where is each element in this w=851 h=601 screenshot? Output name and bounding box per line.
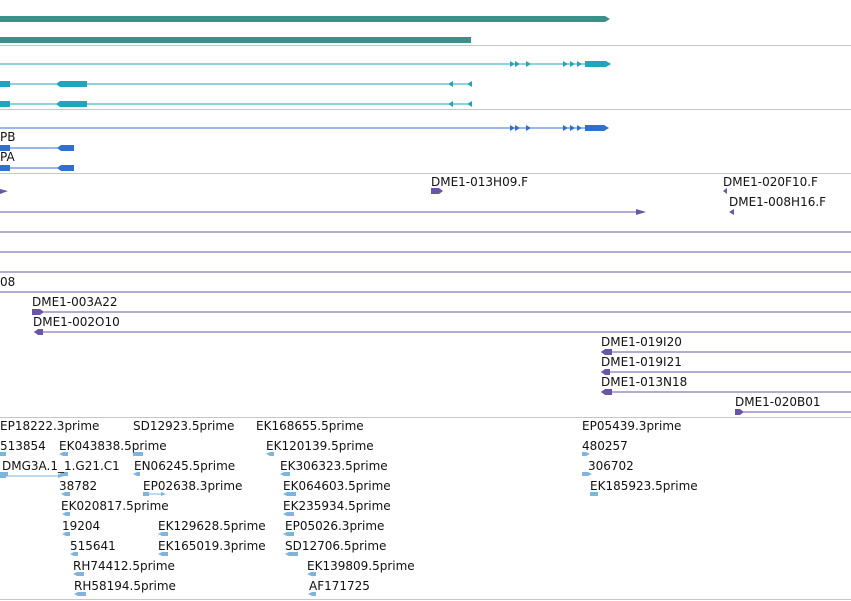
transcript-track-cyan: [0, 61, 611, 107]
transcript-feature[interactable]: [0, 61, 611, 67]
est-label: EP05026.3prime: [285, 519, 385, 533]
clone-label: DME1-002O10: [33, 315, 120, 329]
est-label: 306702: [588, 459, 634, 473]
est-feature[interactable]: [308, 592, 316, 596]
clone-feature[interactable]: [729, 209, 734, 215]
est-feature[interactable]: [307, 572, 316, 576]
est-label: EK020817.5prime: [61, 499, 169, 513]
est-feature[interactable]: [283, 492, 296, 496]
transcript-track-blue: [0, 125, 609, 171]
transcript-feature[interactable]: [0, 101, 472, 107]
est-label: EK168655.5prime: [256, 419, 364, 433]
est-label: EK235934.5prime: [283, 499, 391, 513]
est-label: EP02638.3prime: [143, 479, 243, 493]
est-label: 19204: [62, 519, 101, 533]
clone-feature[interactable]: [723, 188, 727, 194]
est-label: 38782: [59, 479, 98, 493]
est-label: EK185923.5prime: [590, 479, 698, 493]
est-label: SD12923.5prime: [133, 419, 235, 433]
est-feature[interactable]: [285, 552, 298, 556]
est-label: EN06245.5prime: [134, 459, 236, 473]
clone-label: DME1-020B01: [735, 395, 821, 409]
gene-model-bar[interactable]: [0, 16, 610, 22]
clone-feature[interactable]: [32, 309, 851, 315]
est-feature[interactable]: [133, 472, 140, 476]
est-label: EK165019.3prime: [158, 539, 266, 553]
est-feature[interactable]: [582, 472, 592, 476]
est-label: RH74412.5prime: [73, 559, 175, 573]
est-feature[interactable]: [59, 452, 68, 456]
transcript-feature[interactable]: [0, 125, 609, 131]
est-feature[interactable]: [143, 492, 166, 496]
est-feature[interactable]: [0, 452, 6, 456]
clone-feature[interactable]: [0, 209, 646, 215]
est-feature[interactable]: [61, 492, 70, 496]
est-track: [0, 452, 598, 596]
est-label: EP05439.3prime: [582, 419, 682, 433]
transcript-label-pa: PA: [0, 150, 15, 164]
est-label: EP18222.3prime: [0, 419, 100, 433]
clone-feature[interactable]: [34, 329, 851, 335]
clone-label: DME1-013H09.F: [431, 175, 529, 189]
est-label: RH58194.5prime: [74, 579, 176, 593]
gene-model-bar[interactable]: [0, 37, 471, 43]
clone-feature[interactable]: [601, 349, 851, 355]
est-feature[interactable]: [59, 472, 68, 476]
est-label: EK139809.5prime: [307, 559, 415, 573]
est-label: 480257: [582, 439, 628, 453]
est-label: EK064603.5prime: [283, 479, 391, 493]
clone-feature[interactable]: [0, 189, 8, 194]
est-feature[interactable]: [158, 532, 168, 536]
est-feature[interactable]: [590, 492, 598, 496]
transcript-feature[interactable]: [0, 145, 74, 151]
est-feature[interactable]: [0, 474, 64, 478]
est-feature[interactable]: [266, 452, 274, 456]
est-label: EK129628.5prime: [158, 519, 266, 533]
transcript-feature[interactable]: [0, 81, 472, 87]
est-feature[interactable]: [283, 512, 294, 516]
clone-label: DME1-008H16.F: [729, 195, 827, 209]
est-feature[interactable]: [158, 552, 168, 556]
transcript-feature[interactable]: [0, 165, 74, 171]
est-feature[interactable]: [73, 572, 84, 576]
clone-track: [0, 188, 851, 415]
clone-feature[interactable]: [601, 369, 851, 375]
est-feature[interactable]: [70, 552, 78, 556]
est-label: SD12706.5prime: [285, 539, 387, 553]
clone-label: DME1-019I21: [601, 355, 682, 369]
clone-label: DME1-003A22: [32, 295, 118, 309]
clone-label: DME1-019I20: [601, 335, 682, 349]
est-label: EK043838.5prime: [59, 439, 167, 453]
clone-label: 08: [0, 275, 16, 289]
clone-label: DME1-013N18: [601, 375, 688, 389]
clone-feature[interactable]: [431, 188, 443, 194]
est-feature[interactable]: [62, 532, 70, 536]
transcript-label-pb: PB: [0, 130, 16, 144]
est-label: 513854: [0, 439, 46, 453]
est-feature[interactable]: [283, 532, 294, 536]
clone-label: DME1-020F10.F: [723, 175, 818, 189]
est-feature[interactable]: [74, 592, 86, 596]
est-feature[interactable]: [582, 452, 590, 456]
est-label: EK120139.5prime: [266, 439, 374, 453]
est-label: DMG3A.1_1.G21.C1: [2, 459, 120, 473]
est-label: AF171725: [309, 579, 370, 593]
est-feature[interactable]: [62, 512, 70, 516]
clone-feature[interactable]: [735, 409, 851, 415]
gene-model-track: [0, 16, 610, 43]
est-feature[interactable]: [280, 472, 290, 476]
est-feature[interactable]: [133, 452, 143, 456]
est-label: EK306323.5prime: [280, 459, 388, 473]
est-label: 515641: [70, 539, 116, 553]
clone-feature[interactable]: [601, 389, 851, 395]
